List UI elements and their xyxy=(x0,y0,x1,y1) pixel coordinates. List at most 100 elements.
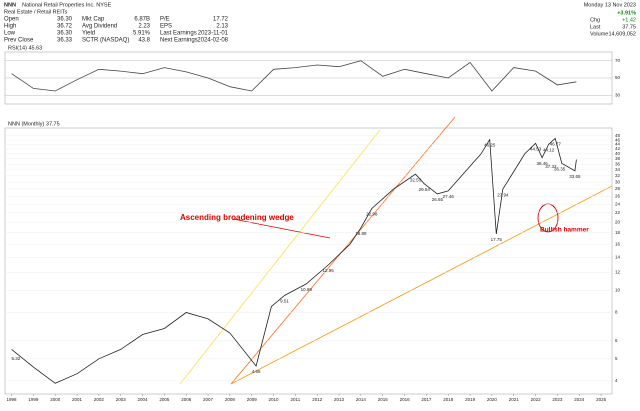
y-tick-label: 40 xyxy=(615,151,621,156)
field-label: EPS xyxy=(160,24,172,30)
field-label: Yield xyxy=(82,31,95,37)
y-tick-label: 8 xyxy=(615,310,618,315)
panel-label: RSI(14) 45.63 xyxy=(8,45,42,51)
x-tick-label: 2012 xyxy=(312,397,323,402)
x-tick-label: 1999 xyxy=(28,397,39,402)
field-label: High xyxy=(4,24,16,30)
wedge-outer xyxy=(179,129,381,385)
pivot-label: 36.35 xyxy=(554,166,566,171)
y-tick-label: 30 xyxy=(615,179,621,184)
pivot-label: 27.46 xyxy=(443,194,455,199)
x-tick-label: 2003 xyxy=(116,397,127,402)
field-value: 36.30 xyxy=(57,17,73,23)
series-line xyxy=(11,137,577,384)
y-tick-label: 6 xyxy=(615,338,618,343)
x-tick-label: 2024 xyxy=(574,397,585,402)
hammer-annotation: Bullish hammer xyxy=(540,227,589,234)
y-tick-label: 46 xyxy=(615,137,621,142)
y-tick-label: 34 xyxy=(615,167,621,172)
x-tick-label: 2013 xyxy=(334,397,345,402)
y-tick-label: 30 xyxy=(615,93,621,98)
change-pct: +3.91% xyxy=(617,10,636,16)
y-tick-label: 50 xyxy=(615,75,621,80)
field-value: 36.30 xyxy=(57,31,73,37)
x-tick-label: 2014 xyxy=(356,397,367,402)
x-tick-label: 2010 xyxy=(269,397,280,402)
y-tick-label: 22 xyxy=(615,210,621,215)
x-tick-label: 2006 xyxy=(181,397,192,402)
y-tick-label: 28 xyxy=(615,186,621,191)
y-tick-label: 16 xyxy=(615,241,621,246)
pivot-label: 27.94 xyxy=(497,192,509,197)
volume-label: Volume xyxy=(590,31,608,37)
field-label: Mkt Cap xyxy=(82,17,105,23)
y-tick-label: 20 xyxy=(615,219,621,224)
pivot-label: 44.53 xyxy=(530,146,542,151)
x-tick-label: 2023 xyxy=(552,397,563,402)
x-tick-label: 2016 xyxy=(400,397,411,402)
y-tick-label: 70 xyxy=(615,58,621,63)
pivot-label: 32.53 xyxy=(410,177,422,182)
wedge-annotation: Ascending broadening wedge xyxy=(180,213,294,222)
pivot-label: 10.69 xyxy=(301,287,313,292)
x-tick-label: 2001 xyxy=(72,397,83,402)
field-value: 2024-02-08 xyxy=(197,38,228,44)
y-tick-label: 12 xyxy=(615,270,621,275)
field-value: 6.87B xyxy=(134,17,150,23)
pivot-label: 46.25 xyxy=(484,143,496,148)
y-tick-label: 4 xyxy=(615,378,618,383)
field-value: 36.33 xyxy=(57,38,73,44)
pivot-label: 38.46 xyxy=(536,161,548,166)
x-tick-label: 2005 xyxy=(159,397,170,402)
pivot-label: 26.65 xyxy=(432,197,444,202)
x-tick-label: 2017 xyxy=(421,397,432,402)
field-label: P/E xyxy=(160,17,170,23)
header: NNN National Retail Properties Inc. NYSE… xyxy=(4,2,636,37)
y-tick-label: 42 xyxy=(615,146,621,151)
pivot-label: 37.33 xyxy=(545,164,557,169)
pivot-label: 44.12 xyxy=(543,147,555,152)
field-label: Last Earnings xyxy=(160,31,197,37)
x-tick-label: 2025 xyxy=(596,397,607,402)
chg-label: Chg xyxy=(590,17,600,23)
x-tick-label: 2019 xyxy=(465,397,476,402)
x-tick-label: 2018 xyxy=(443,397,454,402)
field-label: Prev Close xyxy=(4,38,34,44)
y-tick-label: 10 xyxy=(615,288,621,293)
x-tick-label: 2020 xyxy=(487,397,498,402)
field-label: Low xyxy=(4,31,16,37)
pivot-label: 9.51 xyxy=(280,299,289,304)
x-tick-label: 2009 xyxy=(247,397,258,402)
x-tick-label: 2015 xyxy=(378,397,389,402)
x-tick-label: 2011 xyxy=(291,397,301,402)
field-value: 2.13 xyxy=(216,24,228,30)
company: National Retail Properties Inc. NYSE xyxy=(22,2,112,8)
pivot-label: 4.65 xyxy=(252,369,261,374)
field-label: Open xyxy=(4,17,19,23)
price-frame xyxy=(4,127,613,395)
sector: Real Estate / Retail REITs xyxy=(4,9,68,15)
date: Monday 13 Nov 2023 xyxy=(584,2,636,8)
pivot-label: 12.95 xyxy=(323,268,335,273)
y-tick-label: 32 xyxy=(615,173,621,178)
pivot-label: 18.89 xyxy=(355,231,367,236)
x-tick-label: 2022 xyxy=(531,397,542,402)
field-value: 43.8 xyxy=(138,38,150,44)
y-tick-label: 26 xyxy=(615,194,621,199)
field-value: 5.91% xyxy=(133,31,151,37)
y-tick-label: 44 xyxy=(615,142,621,147)
y-tick-label: 14 xyxy=(615,255,621,260)
field-value: 36.72 xyxy=(57,24,73,30)
y-tick-label: 5 xyxy=(615,356,618,361)
panel-label: NNN (Monthly) 37.75 xyxy=(8,121,60,127)
x-tick-label: 1998 xyxy=(7,397,18,402)
y-tick-label: 36 xyxy=(615,161,621,166)
last: 37.75 xyxy=(622,24,636,30)
pivot-label: 46.77 xyxy=(550,142,562,147)
pivot-label: 29.54 xyxy=(419,187,431,192)
x-tick-label: 2008 xyxy=(225,397,236,402)
field-value: 2.23 xyxy=(138,24,150,30)
volume: 14,609,052 xyxy=(608,31,636,37)
